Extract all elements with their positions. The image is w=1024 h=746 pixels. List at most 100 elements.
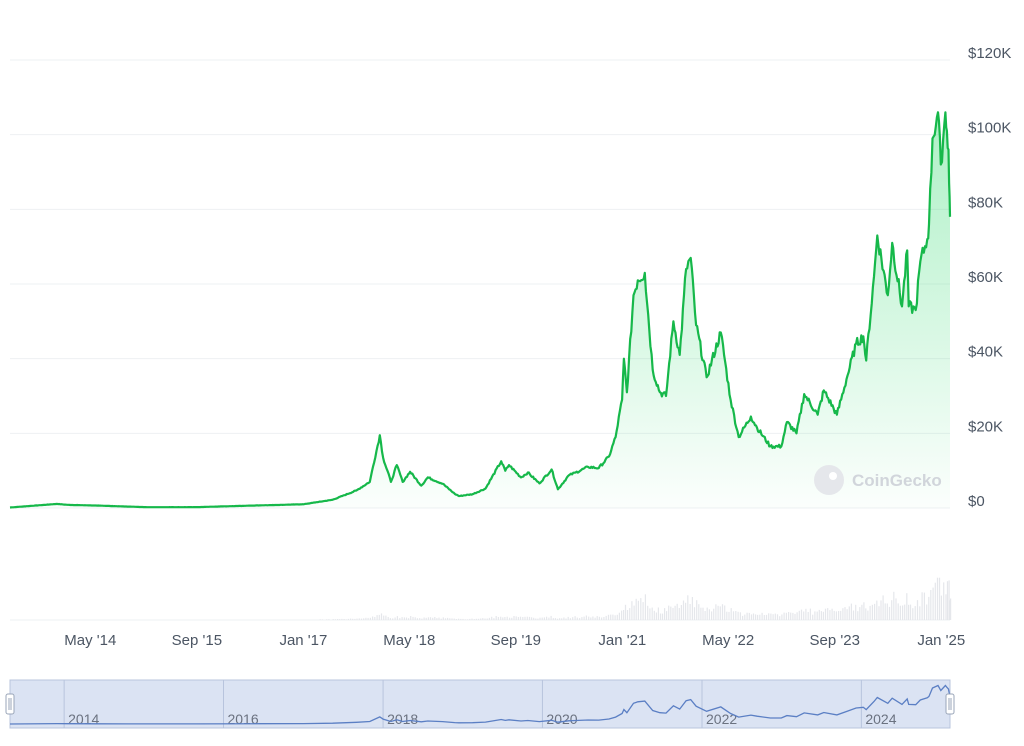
volume-bar: [768, 613, 770, 620]
volume-bar: [938, 577, 941, 620]
x-tick-label: May '22: [702, 632, 754, 649]
volume-bar: [893, 591, 895, 620]
volume-bar: [728, 611, 730, 620]
volume-bar: [659, 613, 662, 620]
volume-bar: [376, 615, 378, 620]
volume-bar: [829, 610, 831, 620]
volume-bar: [867, 610, 869, 620]
volume-bar: [453, 618, 455, 620]
volume-bar: [612, 614, 614, 620]
volume-bar: [629, 608, 631, 620]
volume-bar: [719, 606, 721, 620]
volume-bar: [833, 610, 835, 620]
volume-bar: [779, 616, 781, 620]
volume-bar: [462, 618, 464, 620]
volume-bar: [423, 617, 425, 620]
volume-bar: [598, 616, 600, 620]
navigator-selection[interactable]: [9, 679, 951, 729]
volume-bar: [416, 618, 418, 620]
volume-bar: [715, 604, 717, 620]
volume-bar: [644, 594, 646, 620]
volume-bar: [477, 618, 480, 620]
volume-bar: [772, 614, 774, 620]
volume-bar: [579, 618, 581, 620]
volume-bar: [770, 613, 772, 620]
x-tick-label: Jan '25: [917, 632, 965, 649]
volume-bar: [916, 600, 919, 620]
volume-bar: [746, 612, 748, 620]
volume-bar: [765, 614, 768, 620]
volume-bar: [696, 600, 698, 620]
volume-bar: [914, 606, 916, 620]
volume-bar: [444, 618, 447, 620]
volume-bar: [517, 617, 519, 620]
y-tick-label: $80K: [968, 194, 1003, 211]
volume-bar: [394, 617, 396, 620]
volume-bar: [666, 611, 668, 620]
volume-bar: [539, 617, 541, 620]
navigator-tick-label: 2022: [706, 711, 737, 727]
volume-bar: [360, 618, 363, 620]
volume-bar: [657, 607, 659, 620]
volume-bar: [486, 618, 488, 620]
price-area-fill: [10, 112, 950, 509]
volume-bar: [664, 608, 666, 620]
volume-bar: [713, 608, 715, 620]
volume-bar: [541, 617, 543, 620]
volume-bar: [926, 604, 928, 620]
volume-bar: [757, 614, 759, 620]
volume-bar: [449, 618, 451, 620]
volume-bar: [345, 619, 347, 620]
volume-bar: [455, 619, 457, 620]
volume-bar: [524, 616, 526, 620]
volume-bar: [572, 617, 574, 620]
volume-bar: [504, 617, 506, 620]
volume-bar: [693, 607, 696, 620]
volume-bar: [750, 614, 753, 620]
volume-bar: [569, 618, 571, 620]
volume-bar: [554, 618, 556, 620]
volume-bar: [737, 611, 739, 620]
volume-bar: [399, 618, 401, 620]
volume-bar: [559, 618, 561, 620]
volume-bar: [946, 581, 949, 620]
volume-bar: [378, 614, 380, 620]
volume-bar: [352, 618, 354, 620]
volume-bar: [674, 605, 676, 620]
volume-bar: [616, 614, 618, 620]
volume-bar: [341, 618, 343, 620]
volume-bar: [480, 618, 482, 620]
volume-bar: [820, 611, 822, 620]
volume-bar: [488, 617, 490, 620]
volume-bar: [698, 604, 700, 620]
x-tick-label: May '14: [64, 632, 116, 649]
x-tick-label: Jan '17: [279, 632, 327, 649]
volume-bar: [732, 611, 735, 620]
volume-bar: [350, 618, 352, 620]
volume-bar: [438, 617, 440, 620]
volume-bar: [932, 587, 934, 620]
volume-bar: [515, 616, 517, 620]
volume-bar: [647, 605, 649, 620]
volume-bar: [886, 603, 888, 620]
volume-bar: [682, 600, 685, 620]
navigator-right-handle[interactable]: [945, 693, 955, 715]
range-navigator[interactable]: 2014 2016 2018 2020 2022 2024: [5, 679, 955, 729]
volume-bar: [642, 602, 644, 620]
volume-bar: [526, 616, 528, 620]
volume-bar: [363, 618, 365, 620]
volume-bar: [321, 619, 323, 620]
volume-bar: [672, 607, 674, 620]
volume-bar: [704, 611, 706, 620]
volume-bar: [451, 618, 453, 620]
volume-bar: [936, 577, 939, 620]
volume-bar: [427, 617, 429, 620]
volume-bar: [796, 612, 798, 620]
volume-bar: [850, 603, 852, 620]
navigator-left-handle[interactable]: [5, 693, 15, 715]
volume-bar: [874, 603, 876, 620]
volume-bar: [655, 612, 657, 620]
navigator-tick-label: 2020: [546, 711, 577, 727]
volume-bar: [912, 608, 914, 620]
